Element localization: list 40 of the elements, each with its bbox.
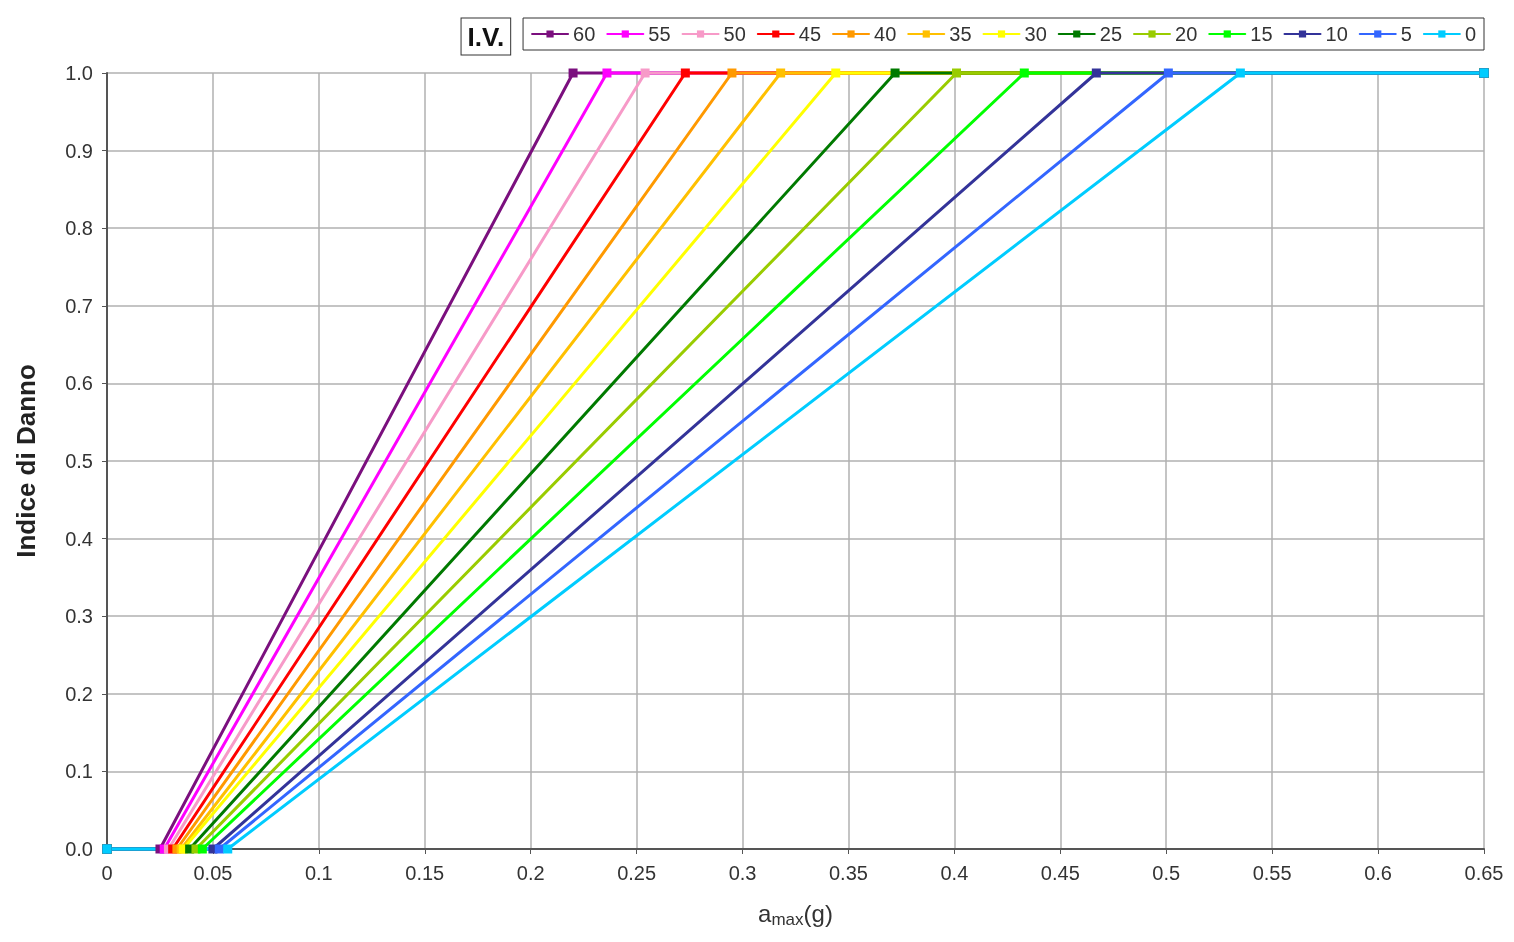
y-tick-label: 1.0 bbox=[65, 62, 93, 84]
y-tick-label: 0.4 bbox=[65, 527, 93, 550]
legend-label: 15 bbox=[1250, 23, 1273, 45]
x-tick-label: 0.15 bbox=[405, 862, 445, 884]
legend-label: 35 bbox=[949, 23, 972, 45]
y-tick-label: 0.0 bbox=[65, 838, 93, 860]
y-tick-label: 0.6 bbox=[65, 372, 93, 395]
x-tick-label: 0.3 bbox=[728, 862, 757, 884]
legend-label: 60 bbox=[573, 23, 596, 45]
x-tick-label: 0.4 bbox=[940, 862, 969, 884]
legend-label: 20 bbox=[1175, 23, 1198, 45]
legend-label: 50 bbox=[723, 23, 746, 45]
legend-label: 25 bbox=[1099, 23, 1123, 45]
legend-label: 10 bbox=[1325, 23, 1348, 45]
x-tick-label: 0.1 bbox=[304, 862, 333, 884]
x-tick-label: 0.25 bbox=[617, 862, 657, 884]
legend-title: I.V. bbox=[467, 21, 505, 52]
x-tick-label: 0.6 bbox=[1364, 862, 1392, 884]
x-tick-label: 0.2 bbox=[516, 862, 545, 884]
legend-label: 55 bbox=[648, 23, 671, 45]
y-tick-label: 0.3 bbox=[65, 605, 93, 628]
x-tick-label: 0 bbox=[101, 862, 113, 884]
y-axis-title: Indice di Danno bbox=[11, 364, 41, 558]
y-tick-label: 0.8 bbox=[65, 217, 93, 240]
legend-label: 5 bbox=[1400, 23, 1412, 45]
legend-label: 45 bbox=[798, 23, 822, 45]
legend-label: 0 bbox=[1464, 23, 1476, 45]
x-tick-label: 0.65 bbox=[1464, 862, 1504, 884]
x-tick-label: 0.35 bbox=[828, 862, 868, 884]
y-tick-label: 0.9 bbox=[65, 139, 93, 162]
x-tick-label: 0.45 bbox=[1040, 862, 1080, 884]
y-tick-label: 0.1 bbox=[65, 760, 93, 783]
x-tick-label: 0.55 bbox=[1252, 862, 1292, 884]
y-tick-label: 0.7 bbox=[65, 294, 93, 317]
x-tick-label: 0.5 bbox=[1152, 862, 1181, 884]
y-tick-label: 0.2 bbox=[65, 682, 93, 705]
legend-label: 40 bbox=[874, 23, 897, 45]
x-tick-label: 0.05 bbox=[193, 862, 233, 884]
y-tick-label: 0.5 bbox=[65, 450, 93, 472]
legend-label: 30 bbox=[1024, 23, 1047, 45]
